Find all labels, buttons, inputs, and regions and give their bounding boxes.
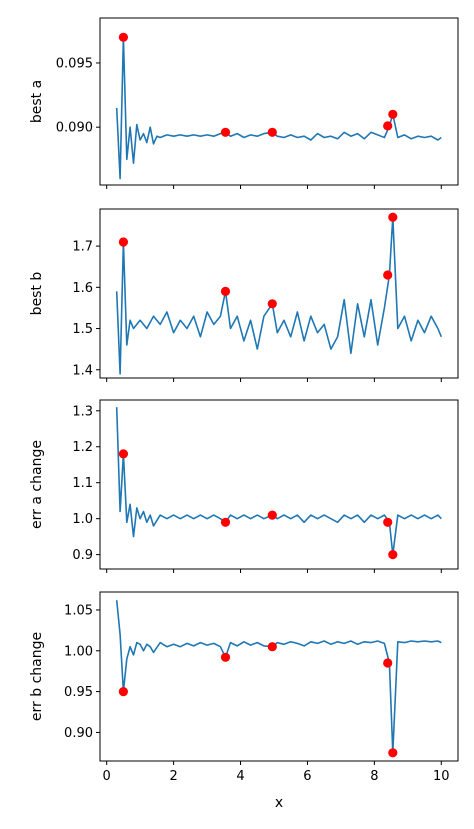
series-line (115, 216, 443, 375)
highlight-point-2 (220, 517, 231, 527)
x-tick-label: 0 (103, 769, 111, 784)
highlight-point-2 (220, 652, 231, 662)
y-axis-label: err a change (29, 440, 45, 529)
highlight-point-3 (267, 642, 277, 652)
panel-4: 0.90 0.95 1.00 1.05 0 2 4 6 8 10 err b change x (29, 591, 459, 811)
x-tick-label: 10 (433, 769, 450, 784)
x-tick-label: 2 (169, 769, 177, 784)
highlight-point-3 (267, 299, 277, 309)
highlight-point-1 (118, 449, 128, 459)
axes-frame (99, 591, 459, 762)
highlight-point-4 (383, 121, 393, 131)
y-axis-label: best a (29, 80, 45, 123)
y-tick-label: 1.2 (72, 440, 93, 455)
y-tick-label: 0.90 (64, 726, 93, 741)
y-tick-label: 0.090 (56, 121, 93, 136)
panel-2: 1.4 1.5 1.6 1.7 best b (29, 208, 459, 382)
axes-frame (99, 399, 459, 570)
series-line (115, 407, 442, 556)
highlight-point-2 (220, 286, 231, 296)
y-tick-label: 1.7 (72, 240, 93, 255)
highlight-point-1 (118, 687, 128, 697)
highlight-point-3 (267, 127, 277, 137)
highlight-point-4 (383, 270, 393, 280)
y-tick-label: 0.95 (64, 685, 93, 700)
y-tick-label: 1.05 (64, 603, 93, 618)
x-tick-label: 6 (303, 769, 311, 784)
highlight-point-4 (383, 517, 393, 527)
y-tick-label: 1.0 (72, 512, 93, 527)
x-tick-label: 4 (236, 769, 244, 784)
axes-frame (99, 208, 459, 379)
x-tick-label: 8 (370, 769, 378, 784)
y-tick-label: 1.3 (72, 404, 93, 419)
y-tick-label: 1.00 (64, 644, 93, 659)
y-axis-label: best b (29, 272, 45, 316)
panel-3: 0.9 1.0 1.1 1.2 1.3 err a change (29, 399, 459, 573)
y-tick-label: 1.1 (72, 476, 93, 491)
highlight-point-5 (388, 109, 398, 119)
series-line (115, 600, 442, 754)
y-tick-label: 1.4 (72, 363, 93, 378)
highlight-point-5 (388, 550, 398, 560)
highlight-point-1 (118, 32, 128, 42)
x-axis-label: x (275, 795, 283, 811)
y-tick-label: 0.095 (56, 56, 93, 71)
highlight-point-2 (220, 127, 231, 137)
y-axis-label: err b change (29, 632, 45, 721)
highlight-point-3 (267, 510, 277, 520)
highlight-point-5 (388, 748, 398, 758)
series-line (115, 36, 442, 180)
highlight-point-1 (118, 237, 128, 247)
axes-frame (99, 17, 459, 186)
y-tick-label: 1.6 (72, 281, 93, 296)
y-tick-label: 1.5 (72, 322, 93, 337)
panel-1: 0.090 0.095 best a (29, 17, 459, 189)
highlight-point-5 (388, 212, 398, 222)
y-tick-label: 0.9 (72, 548, 93, 563)
highlight-point-4 (383, 658, 393, 668)
